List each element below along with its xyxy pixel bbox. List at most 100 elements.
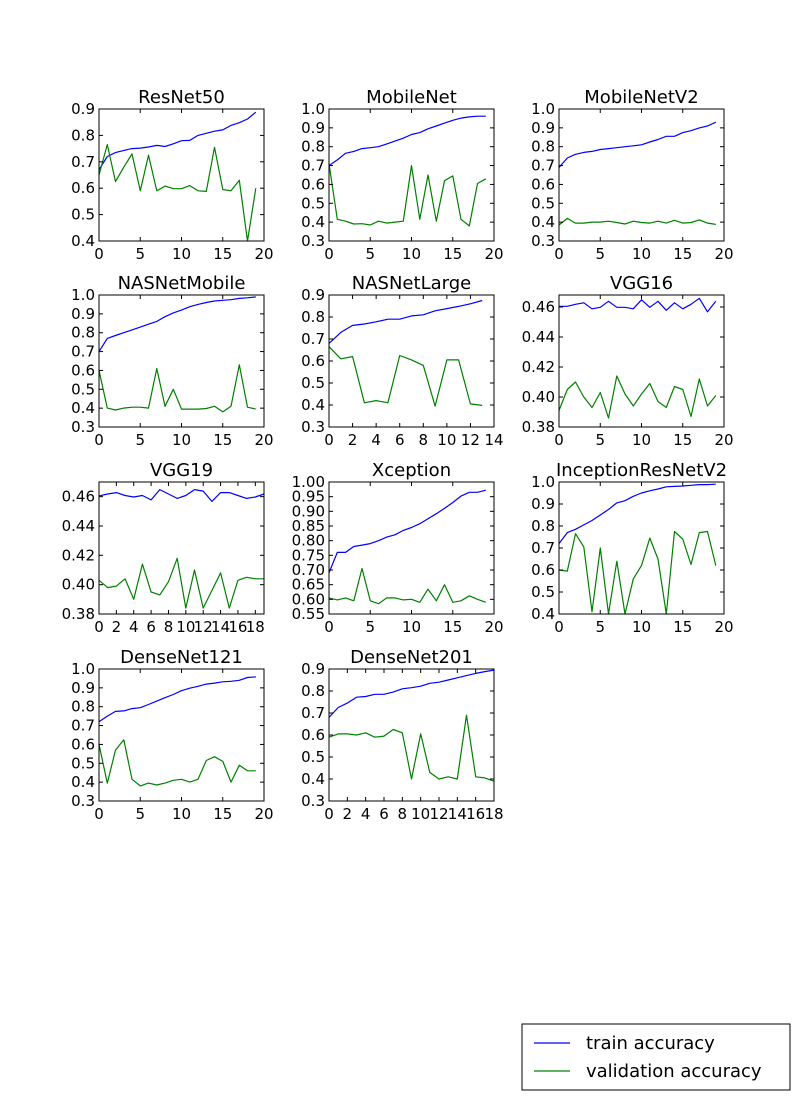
x-tick-label: 5: [135, 805, 145, 823]
x-tick-label: 10: [402, 245, 421, 263]
y-tick-label: 0.80: [292, 532, 325, 550]
subplot-title-vgg19: VGG19: [150, 460, 213, 481]
y-tick-label: 0.5: [301, 374, 325, 392]
x-tick-label: 10: [632, 245, 651, 263]
y-tick-label: 0.9: [301, 119, 325, 137]
x-tick-label: 12: [461, 431, 480, 449]
y-tick-label: 0.42: [522, 358, 555, 376]
y-tick-label: 0.7: [71, 153, 95, 171]
y-tick-label: 0.95: [292, 488, 325, 506]
subplot-title-nasnetlarge: NASNetLarge: [352, 273, 471, 294]
x-tick-label: 16: [228, 618, 247, 636]
x-tick-label: 6: [395, 431, 405, 449]
x-tick-label: 0: [324, 431, 334, 449]
validation-accuracy-line-resnet50: [98, 144, 257, 242]
y-tick-label: 0.5: [71, 206, 95, 224]
x-tick-label: 8: [164, 618, 174, 636]
y-tick-label: 0.6: [531, 561, 555, 579]
subplot-title-inceptionresnetv2: InceptionResNetV2: [556, 460, 727, 481]
y-tick-label: 0.9: [301, 286, 325, 304]
x-tick-label: 10: [402, 618, 421, 636]
subplot-title-resnet50: ResNet50: [138, 87, 225, 108]
validation-accuracy-line-xception: [328, 567, 487, 605]
y-tick-label: 0.65: [292, 576, 325, 594]
x-tick-label: 15: [673, 618, 692, 636]
x-tick-label: 12: [429, 805, 448, 823]
subplot-mobilenetv2: MobileNetV2 0.30.40.50.60.70.80.91.0 0 5 10 1…: [531, 87, 733, 263]
y-tick-label: 0.3: [71, 418, 95, 436]
x-tick-label: 5: [365, 245, 375, 263]
x-tick-label: 15: [213, 245, 232, 263]
y-tick-label: 0.6: [301, 175, 325, 193]
y-tick-label: 0.8: [301, 682, 325, 700]
y-tick-label: 1.0: [531, 100, 555, 118]
x-tick-label: 0: [324, 618, 334, 636]
y-tick-label: 1.0: [71, 660, 95, 678]
y-tick-label: 0.7: [301, 157, 325, 175]
y-tick-label: 1.00: [292, 473, 325, 491]
x-tick-label: 15: [443, 245, 462, 263]
y-tick-label: 0.4: [301, 213, 325, 231]
train-accuracy-line-vgg19: [98, 489, 265, 502]
validation-accuracy-line-densenet121: [98, 739, 256, 787]
validation-accuracy-line-vgg19: [98, 557, 264, 609]
y-tick-label: 0.6: [71, 179, 95, 197]
axes-frame-vgg19: [98, 481, 265, 615]
y-tick-label: 0.44: [522, 328, 555, 346]
y-tick-label: 0.5: [531, 583, 555, 601]
legend-train-label: train accuracy: [586, 1033, 715, 1054]
y-tick-label: 0.3: [301, 792, 325, 810]
x-tick-label: 16: [466, 805, 485, 823]
y-tick-label: 0.4: [531, 605, 555, 623]
y-tick-label: 0.3: [531, 232, 555, 250]
x-tick-label: 0: [94, 431, 104, 449]
y-tick-label: 0.8: [71, 126, 95, 144]
subplot-xception: Xception 0.550.600.650.700.750.800.850.90…: [292, 460, 504, 636]
y-tick-label: 0.9: [531, 119, 555, 137]
train-accuracy-line-nasnetmobile: [98, 296, 256, 352]
subplot-inceptionresnetv2: InceptionResNetV2 0.4 0.5 0.6 0.7 0.8 0.9 1.0 0 5…: [531, 460, 733, 636]
x-tick-label: 15: [443, 618, 462, 636]
y-tick-label: 0.4: [71, 773, 95, 791]
y-tick-label: 0.42: [62, 546, 95, 564]
subplot-nasnetlarge: NASNetLarge 0.3 0.4 0.5 0.6 0.7 0.8 0.9 0 2 4 6 8 10 1…: [301, 273, 503, 449]
x-tick-label: 20: [484, 245, 503, 263]
y-tick-label: 0.40: [522, 388, 555, 406]
y-tick-label: 0.7: [71, 343, 95, 361]
x-tick-label: 20: [254, 805, 273, 823]
validation-accuracy-line-densenet201: [328, 714, 495, 782]
y-tick-label: 0.4: [301, 396, 325, 414]
validation-accuracy-line-nasnetlarge: [328, 346, 483, 407]
x-tick-label: 18: [484, 805, 503, 823]
y-tick-label: 0.7: [301, 704, 325, 722]
x-tick-label: 8: [398, 805, 408, 823]
y-tick-label: 0.3: [301, 232, 325, 250]
x-tick-label: 4: [361, 805, 371, 823]
y-tick-label: 0.9: [71, 679, 95, 697]
x-tick-label: 20: [714, 618, 733, 636]
x-tick-label: 5: [595, 245, 605, 263]
subplot-title-densenet121: DenseNet121: [120, 647, 243, 668]
x-tick-label: 5: [365, 618, 375, 636]
x-tick-label: 5: [135, 245, 145, 263]
x-tick-label: 10: [172, 245, 191, 263]
subplot-densenet121: DenseNet121 0.30.40.50.60.70.80.91.0 0 5 10 1…: [71, 647, 273, 823]
x-tick-label: 2: [348, 431, 358, 449]
train-accuracy-line-vgg16: [559, 297, 717, 313]
subplot-title-xception: Xception: [372, 460, 451, 481]
y-tick-label: 0.6: [301, 352, 325, 370]
y-tick-label: 0.8: [531, 138, 555, 156]
x-tick-label: 2: [343, 805, 353, 823]
validation-accuracy-line-nasnetmobile: [98, 364, 256, 413]
x-tick-label: 14: [211, 618, 230, 636]
y-tick-label: 0.6: [71, 361, 95, 379]
x-tick-label: 8: [419, 431, 429, 449]
y-tick-label: 0.46: [62, 488, 95, 506]
y-tick-label: 0.85: [292, 517, 325, 535]
x-tick-label: 10: [172, 805, 191, 823]
y-tick-label: 0.7: [531, 157, 555, 175]
